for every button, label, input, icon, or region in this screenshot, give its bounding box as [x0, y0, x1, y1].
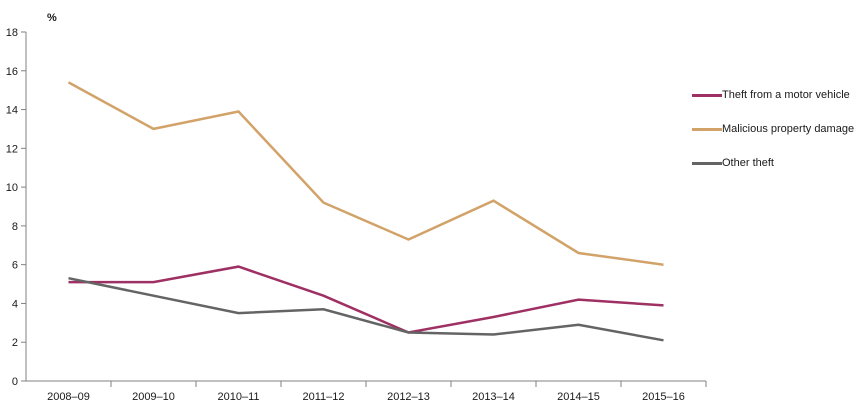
series-line-0 [68, 265, 664, 334]
legend-line-other-theft-icon [692, 162, 722, 165]
y-axis-tick-label: 14 [6, 105, 18, 117]
legend-label: Other theft [722, 157, 774, 169]
x-axis-category-label: 2014–15 [557, 391, 600, 403]
x-axis-category-label: 2008–09 [47, 391, 90, 403]
legend-line-theft-motor-vehicle-icon [692, 94, 722, 97]
x-axis-category-label: 2010–11 [217, 391, 259, 403]
x-axis-category-label: 2011–12 [302, 391, 344, 403]
y-axis-unit-label: % [47, 12, 57, 24]
y-axis-tick-label: 4 [12, 298, 18, 310]
y-axis-tick-label: 16 [6, 66, 18, 78]
x-axis-category-label: 2015–16 [642, 391, 685, 403]
chart-legend: Theft from a motor vehicle Malicious pro… [692, 89, 854, 170]
x-axis-category-label: 2012–13 [387, 391, 430, 403]
y-axis-tick-label: 6 [12, 260, 18, 272]
legend-item-other-theft: Other theft [692, 157, 854, 170]
x-axis-category-label: 2009–10 [132, 391, 175, 403]
legend-item-malicious-property-damage: Malicious property damage [692, 123, 854, 136]
series-line-1 [67, 81, 664, 266]
y-axis-tick-label: 8 [12, 221, 18, 233]
series-line-2 [68, 276, 664, 342]
y-axis-tick-label: 2 [12, 337, 18, 349]
y-axis-tick-label: 0 [12, 376, 18, 388]
legend-line-malicious-property-damage-icon [692, 128, 722, 131]
legend-label: Malicious property damage [722, 123, 855, 135]
legend-item-theft-motor-vehicle: Theft from a motor vehicle [692, 89, 854, 102]
x-axis-category-label: 2013–14 [472, 391, 515, 403]
y-axis-tick-label: 12 [6, 143, 18, 155]
y-axis-tick-label: 18 [6, 27, 18, 39]
y-axis-tick-label: 10 [6, 182, 18, 194]
legend-label: Theft from a motor vehicle [722, 89, 850, 101]
